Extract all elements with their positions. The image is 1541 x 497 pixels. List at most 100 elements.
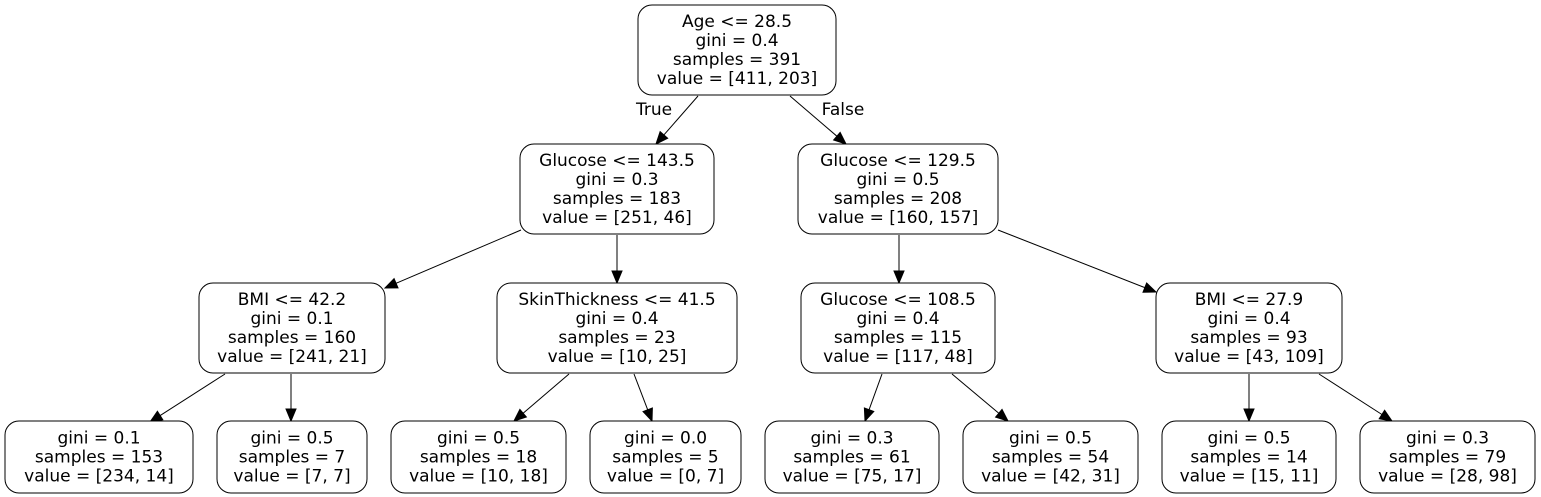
node-text-line: samples = 183 (553, 189, 681, 209)
node-box (797, 143, 999, 235)
node-box (800, 282, 996, 374)
edge-n6-n13 (1243, 374, 1255, 423)
node-text-line: gini = 0.3 (810, 429, 893, 449)
node-text-line: value = [42, 31] (981, 467, 1120, 487)
node-text-line: samples = 79 (1389, 448, 1506, 468)
arrowhead-icon (642, 407, 653, 423)
node-box (496, 282, 738, 374)
node-text-line: gini = 0.3 (1406, 429, 1489, 449)
arrowhead-icon (513, 408, 528, 422)
node-text-line: gini = 0.4 (856, 309, 939, 329)
edge-line (1318, 373, 1383, 415)
node-text-line: value = [411, 203] (657, 69, 817, 89)
arrowhead-icon (1243, 408, 1255, 423)
node-text-line: samples = 93 (1190, 328, 1307, 348)
edge-label-true: True (635, 100, 672, 120)
node-text-line: value = [160, 157] (818, 208, 978, 228)
node-text-line: samples = 5 (612, 448, 719, 468)
node-text-line: samples = 160 (228, 328, 356, 348)
edge-n6-n14 (1318, 373, 1394, 422)
node-text-line: samples = 153 (35, 448, 163, 468)
node-box (637, 4, 837, 96)
edge-n3-n7 (148, 373, 226, 423)
arrowhead-icon (383, 277, 399, 289)
node-text-line: gini = 0.5 (1009, 429, 1092, 449)
edge-n1-n3 (383, 229, 522, 289)
node-text-line: value = [10, 18] (409, 467, 548, 487)
node-text-line: Glucose <= 108.5 (820, 290, 976, 310)
arrowhead-icon (285, 408, 297, 423)
node-text-line: samples = 23 (558, 328, 675, 348)
node-box (1161, 420, 1337, 494)
node-text-line: value = [7, 7] (233, 467, 350, 487)
node-text-line: gini = 0.3 (575, 170, 658, 190)
edge-line (633, 373, 649, 410)
edge-n5-n11 (863, 373, 883, 423)
node-text-line: value = [234, 14] (24, 467, 174, 487)
node-text-line: value = [15, 11] (1180, 467, 1319, 487)
node-text-line: samples = 115 (834, 328, 962, 348)
edge-n3-n8 (285, 374, 297, 423)
node-box (962, 420, 1139, 494)
node-text-line: samples = 7 (239, 448, 346, 468)
node-text-line: gini = 0.4 (695, 31, 778, 51)
node-text-line: gini = 0.5 (250, 429, 333, 449)
edge-n0-n1: True (635, 95, 699, 145)
node-text-line: value = [10, 25] (548, 347, 687, 367)
arrowhead-icon (655, 130, 669, 145)
edge-n1-n4 (611, 235, 623, 285)
edge-line (663, 95, 699, 136)
node-text-line: value = [0, 7] (607, 467, 724, 487)
node-text-line: samples = 391 (673, 50, 801, 70)
node-text-line: samples = 208 (834, 189, 962, 209)
node-text-line: BMI <= 27.9 (1195, 290, 1304, 310)
edge-line (868, 373, 883, 410)
arrowhead-icon (611, 270, 623, 285)
node-text-line: value = [251, 46] (542, 208, 692, 228)
edge-line (159, 373, 226, 416)
node-text-line: Glucose <= 143.5 (539, 151, 695, 171)
edge-n4-n10 (633, 373, 653, 423)
edges-layer: True False (148, 95, 1394, 423)
edge-n5-n12 (951, 373, 1009, 422)
arrowhead-icon (863, 407, 875, 423)
edge-n4-n9 (513, 373, 570, 422)
arrowhead-icon (893, 270, 905, 285)
arrowhead-icon (832, 131, 847, 145)
arrowhead-icon (148, 410, 164, 423)
node-text-line: BMI <= 42.2 (238, 290, 347, 310)
node-text-line: samples = 54 (992, 448, 1109, 468)
node-box (4, 420, 194, 494)
node-text-line: SkinThickness <= 41.5 (518, 290, 715, 310)
node-text-line: gini = 0.1 (57, 429, 140, 449)
edge-n2-n5 (893, 235, 905, 285)
arrowhead-icon (1378, 409, 1394, 422)
node-box (198, 282, 386, 374)
node-text-line: gini = 0.1 (250, 309, 333, 329)
node-text-line: value = [241, 21] (217, 347, 367, 367)
edge-n2-n6 (997, 229, 1158, 293)
node-text-line: gini = 0.4 (575, 309, 658, 329)
node-text-line: gini = 0.4 (1207, 309, 1290, 329)
edge-line (522, 373, 570, 414)
node-text-line: Glucose <= 129.5 (820, 151, 976, 171)
node-text-line: samples = 61 (793, 448, 910, 468)
node-text-line: gini = 0.0 (624, 429, 707, 449)
edge-line (997, 229, 1146, 289)
node-text-line: gini = 0.5 (856, 170, 939, 190)
node-box (764, 420, 940, 494)
edge-line (951, 373, 1000, 414)
node-text-line: value = [43, 109] (1174, 347, 1324, 367)
